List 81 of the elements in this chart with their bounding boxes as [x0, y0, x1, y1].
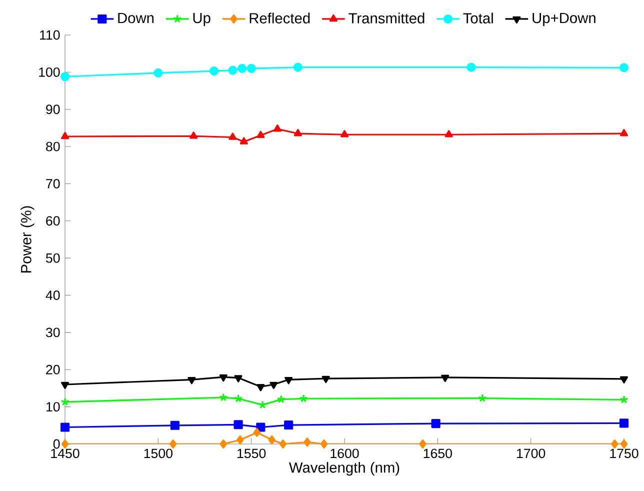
point	[320, 439, 328, 449]
y-tick-label: 80	[46, 142, 60, 152]
point	[256, 384, 265, 392]
point	[444, 130, 453, 138]
point	[258, 400, 267, 409]
point	[237, 64, 247, 73]
point	[276, 394, 286, 404]
point	[256, 130, 265, 138]
point	[228, 132, 237, 140]
x-tick-label: 1600	[330, 448, 359, 458]
point	[228, 66, 238, 75]
y-tick-label: 0	[53, 439, 60, 449]
point	[284, 420, 294, 430]
y-tick-label: 90	[46, 104, 60, 114]
point	[268, 435, 276, 444]
x-axis-title: Wavelength (nm)	[289, 462, 400, 476]
point	[419, 439, 426, 449]
legend-label: Transmitted	[348, 12, 424, 24]
point	[620, 439, 628, 449]
point	[619, 63, 629, 72]
y-tick-label: 70	[46, 179, 60, 188]
point	[219, 392, 228, 402]
point	[61, 439, 69, 449]
y-tick-label: 40	[46, 290, 60, 300]
y-tick-label: 30	[46, 328, 60, 338]
point	[170, 420, 180, 430]
point	[304, 438, 311, 447]
y-tick-label: 20	[46, 364, 60, 374]
point	[188, 376, 196, 384]
legend-label: Up	[193, 12, 210, 26]
point	[478, 394, 487, 402]
point	[220, 439, 227, 449]
point	[441, 374, 450, 382]
point	[619, 418, 629, 428]
point	[431, 419, 440, 428]
point	[190, 132, 198, 139]
point	[620, 128, 628, 136]
point	[236, 435, 244, 444]
y-tick-label: 110	[40, 30, 60, 40]
point	[256, 422, 266, 432]
y-tick-label: 100	[39, 67, 60, 77]
legend-label: Down	[118, 12, 154, 24]
x-tick-label: 1500	[144, 448, 172, 458]
y-tick-label: 50	[46, 253, 60, 263]
point	[284, 376, 293, 384]
x-tick-label: 1550	[238, 448, 266, 458]
point	[234, 420, 243, 430]
y-tick-label: 10	[46, 402, 60, 412]
x-tick-label: 1650	[424, 448, 452, 458]
point	[60, 382, 70, 390]
point	[270, 382, 278, 390]
point	[234, 394, 243, 402]
point	[273, 124, 282, 132]
point	[620, 376, 628, 384]
point	[60, 422, 70, 432]
x-tick-label: 1750	[610, 448, 638, 458]
point	[611, 439, 618, 449]
point	[246, 64, 256, 73]
point	[294, 128, 302, 136]
legend-label: Total	[463, 12, 493, 24]
x-tick-label: 1450	[51, 448, 80, 458]
point	[340, 130, 349, 138]
point	[219, 374, 228, 382]
point	[154, 68, 163, 78]
point	[279, 439, 287, 449]
point	[60, 132, 70, 140]
point	[60, 72, 70, 82]
point	[299, 394, 308, 402]
point	[293, 62, 302, 72]
x-tick-label: 1700	[517, 448, 546, 458]
legend-label: Reflected	[250, 12, 310, 24]
point	[234, 375, 242, 382]
y-tick-label: 60	[46, 216, 60, 226]
point	[240, 137, 248, 144]
point	[466, 62, 476, 72]
point	[322, 376, 330, 384]
point	[210, 66, 219, 76]
point	[253, 428, 261, 437]
legend-label: Up+Down	[532, 12, 596, 26]
point	[169, 439, 177, 449]
y-axis-title: Power (%)	[20, 206, 34, 272]
